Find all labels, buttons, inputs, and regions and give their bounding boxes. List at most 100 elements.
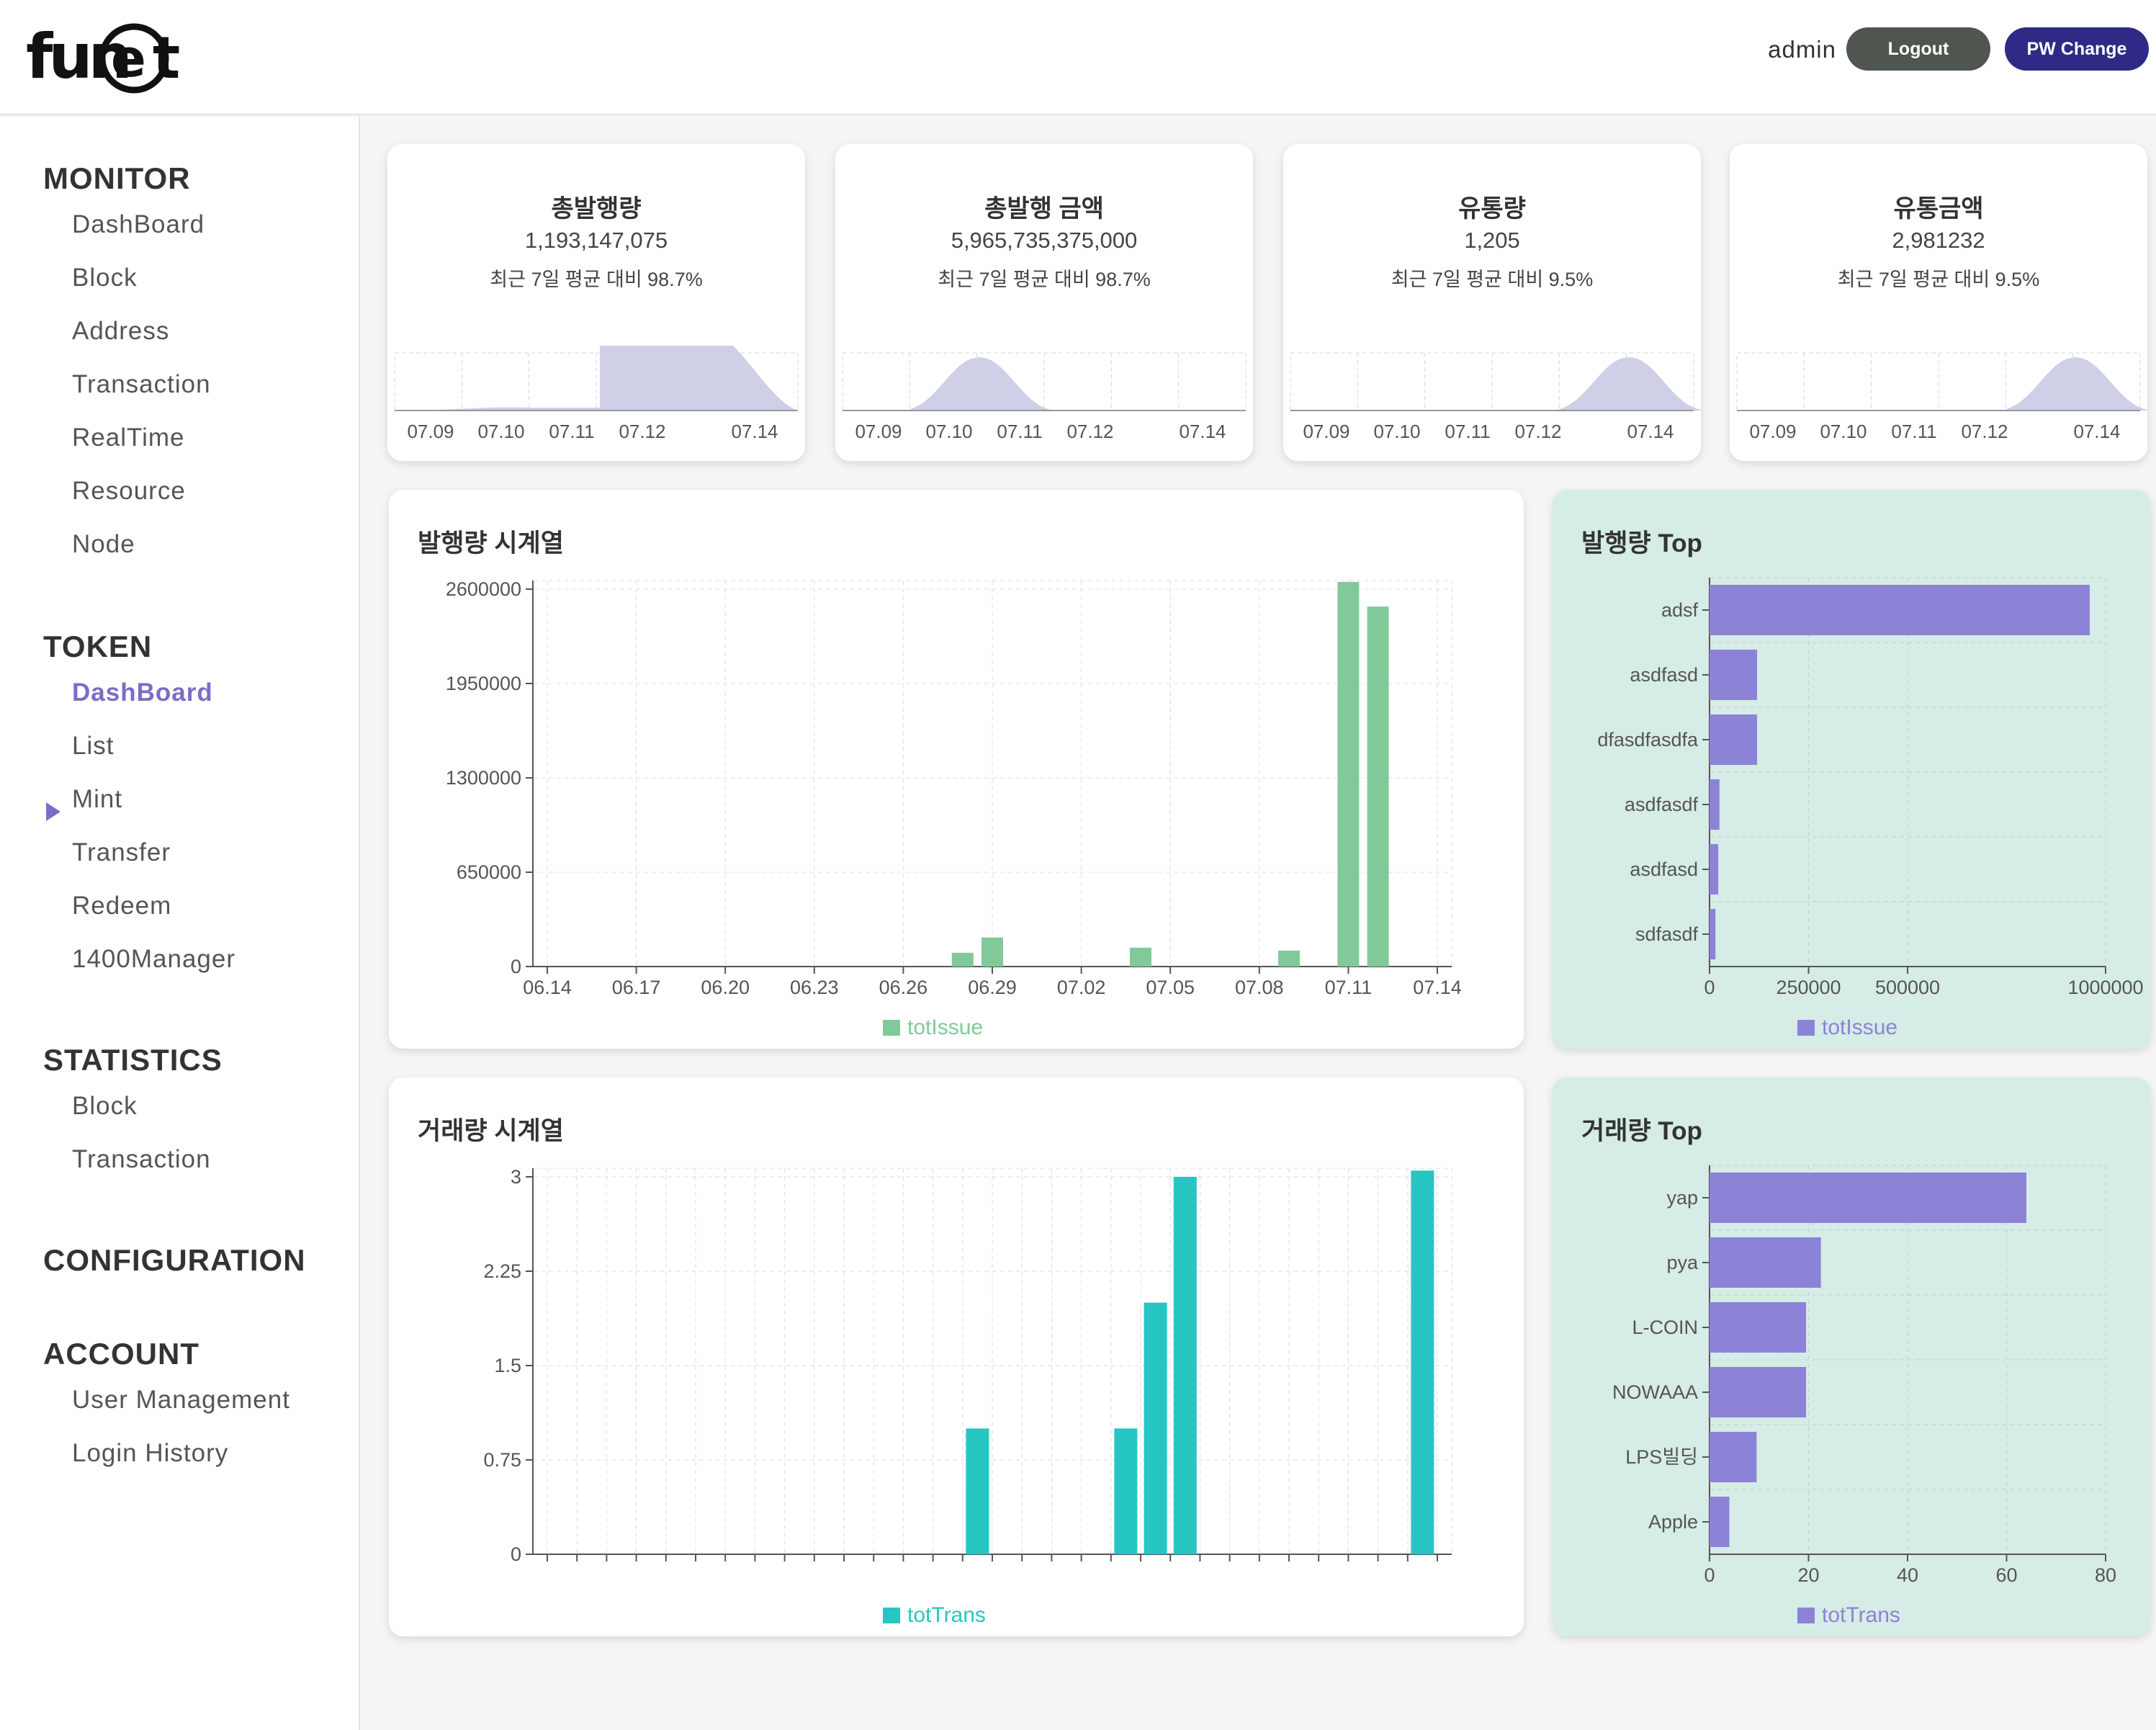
- stat-title: 유통금액: [1893, 195, 1984, 223]
- x-tick-label: 0: [1704, 1564, 1715, 1586]
- y-tick-label: asdfasd: [1630, 664, 1698, 686]
- x-tick-label: 1000000: [2067, 977, 2143, 998]
- svg-text:t: t: [153, 24, 180, 91]
- x-tick-label: 06.20: [701, 977, 750, 998]
- current-username: admin: [1768, 36, 1836, 63]
- sidebar-item-user-management[interactable]: User Management: [72, 1386, 290, 1414]
- stat-value: 5,965,735,375,000: [951, 228, 1138, 253]
- sidebar-section-account: ACCOUNT: [43, 1337, 199, 1371]
- bar-totissue: [1130, 947, 1151, 967]
- sparkline-tick-label: 07.10: [1373, 421, 1420, 442]
- legend-label: totTrans: [907, 1603, 986, 1627]
- y-tick-label: 0: [511, 956, 521, 977]
- y-tick-label: LPS빌딩: [1625, 1446, 1698, 1468]
- sparkline-tick-label: 07.09: [1303, 421, 1349, 442]
- y-tick-label: Apple: [1648, 1511, 1698, 1533]
- sidebar-item-realtime[interactable]: RealTime: [72, 423, 185, 452]
- y-tick-label: 3: [511, 1166, 521, 1188]
- y-tick-label: adsf: [1661, 599, 1699, 621]
- sidebar-item-node[interactable]: Node: [72, 530, 135, 558]
- sidebar-item-monitor-dashboard[interactable]: DashBoard: [72, 210, 205, 238]
- sidebar-item-resource[interactable]: Resource: [72, 477, 186, 505]
- bar-top: [1710, 1173, 2026, 1223]
- y-tick-label: asdfasd: [1630, 859, 1698, 880]
- sidebar-item-statistics-transaction[interactable]: Transaction: [72, 1145, 211, 1173]
- chart-title: 발행량 시계열: [418, 529, 564, 557]
- stat-value: 1,205: [1464, 228, 1520, 253]
- trans-timeseries-card: 거래량 시계열 0 0.75 1.5 2.25 3 totTrans: [389, 1077, 1524, 1636]
- stat-card-circulation: 유통량 1,205 최근 7일 평균 대비 9.5% 07.09 07.10 07.…: [1283, 144, 1701, 461]
- trans-timeseries-chart: 0 0.75 1.5 2.25 3 totTrans: [483, 1166, 1452, 1627]
- bar-top: [1710, 1432, 1757, 1482]
- sparkline-tick-label: 07.14: [731, 421, 778, 442]
- sparkline-tick-label: 07.11: [549, 421, 594, 442]
- stat-title: 총발행 금액: [984, 195, 1104, 223]
- bar-top: [1710, 714, 1757, 765]
- bar-tottrans: [1114, 1428, 1138, 1554]
- y-tick-label: dfasdfasdfa: [1597, 729, 1699, 750]
- pw-change-button[interactable]: PW Change: [2005, 27, 2149, 71]
- chart-title: 발행량 Top: [1581, 529, 1702, 557]
- stat-sub: 최근 7일 평균 대비 9.5%: [1837, 269, 2040, 290]
- sidebar-item-transaction[interactable]: Transaction: [72, 370, 211, 398]
- funet-logo[interactable]: fun e t: [26, 19, 192, 98]
- sidebar-section-configuration[interactable]: CONFIGURATION: [43, 1243, 306, 1277]
- bar-totissue: [1367, 606, 1389, 967]
- bar-tottrans: [1144, 1302, 1167, 1554]
- sparkline-tick-label: 07.10: [925, 421, 972, 442]
- sidebar-item-transfer[interactable]: Transfer: [72, 838, 171, 866]
- issue-timeseries-chart: 0 650000 1300000 1950000 2600000 06.14 06.17 06…: [446, 578, 1462, 1039]
- x-tick-label: 06.26: [879, 977, 928, 998]
- sparkline-tick-label: 07.11: [1891, 421, 1936, 442]
- x-tick-label: 07.08: [1235, 977, 1284, 998]
- x-tick-label: 07.11: [1325, 977, 1373, 998]
- sidebar-item-token-dashboard[interactable]: DashBoard: [72, 678, 213, 707]
- logout-button[interactable]: Logout: [1846, 27, 1990, 71]
- stat-sub: 최근 7일 평균 대비 98.7%: [490, 269, 703, 290]
- stat-title: 유통량: [1458, 195, 1526, 223]
- sparkline-tick-label: 07.12: [1066, 421, 1113, 442]
- bar-tottrans: [1173, 1177, 1197, 1554]
- bar-tottrans: [966, 1428, 989, 1554]
- y-tick-label: 1.5: [494, 1355, 521, 1376]
- sparkline-tick-label: 07.12: [1961, 421, 2008, 442]
- legend-label: totIssue: [1822, 1016, 1897, 1039]
- bar-top: [1710, 1302, 1807, 1353]
- y-tick-label: L-COIN: [1632, 1317, 1698, 1338]
- sparkline-area: [900, 357, 1059, 411]
- trans-top-card: 거래량 Top 0 20 40 60 80 yap pya L-COIN NOWAAA LPS빌딩…: [1553, 1077, 2150, 1636]
- bar-totissue: [951, 952, 974, 967]
- sparkline-area: [1996, 357, 2147, 411]
- sparkline-area: [395, 346, 798, 411]
- x-tick-label: 06.23: [790, 977, 839, 998]
- sparkline-tick-label: 07.14: [1627, 421, 1674, 442]
- sidebar-item-redeem[interactable]: Redeem: [72, 892, 172, 920]
- y-tick-label: yap: [1666, 1187, 1698, 1209]
- sidebar-item-address[interactable]: Address: [72, 317, 170, 345]
- sidebar-item-1400manager[interactable]: 1400Manager: [72, 945, 235, 973]
- legend-swatch: [1797, 1608, 1815, 1623]
- issue-top-chart: 0 250000 500000 1000000 adsf asdfasd dfasdfasd…: [1597, 577, 2144, 1039]
- sidebar-item-statistics-block[interactable]: Block: [72, 1092, 138, 1120]
- y-tick-label: 0.75: [483, 1449, 521, 1471]
- sidebar-item-login-history[interactable]: Login History: [72, 1439, 229, 1467]
- bar-totissue: [982, 937, 1003, 967]
- bar-top: [1710, 779, 1720, 830]
- sidebar-item-block[interactable]: Block: [72, 264, 138, 292]
- bar-top: [1710, 844, 1719, 895]
- stat-card-total-issue: 총발행량 1,193,147,075 최근 7일 평균 대비 98.7% 07.…: [387, 144, 805, 461]
- y-tick-label: 2600000: [446, 578, 521, 600]
- sidebar-item-list[interactable]: List: [72, 732, 114, 760]
- x-tick-label: 250000: [1776, 977, 1841, 998]
- sparkline-tick-label: 07.14: [2073, 421, 2120, 442]
- sidebar-section-statistics: STATISTICS: [43, 1043, 223, 1077]
- bar-top: [1710, 1367, 1807, 1417]
- x-tick-label: 07.05: [1146, 977, 1195, 998]
- bar-top: [1710, 585, 2090, 635]
- x-tick-label: 07.14: [1413, 977, 1462, 998]
- sidebar-item-mint[interactable]: Mint: [72, 785, 123, 813]
- legend-swatch: [883, 1020, 900, 1036]
- stat-title: 총발행량: [551, 195, 642, 223]
- y-tick-label: pya: [1666, 1252, 1699, 1273]
- sparkline-tick-label: 07.12: [619, 421, 665, 442]
